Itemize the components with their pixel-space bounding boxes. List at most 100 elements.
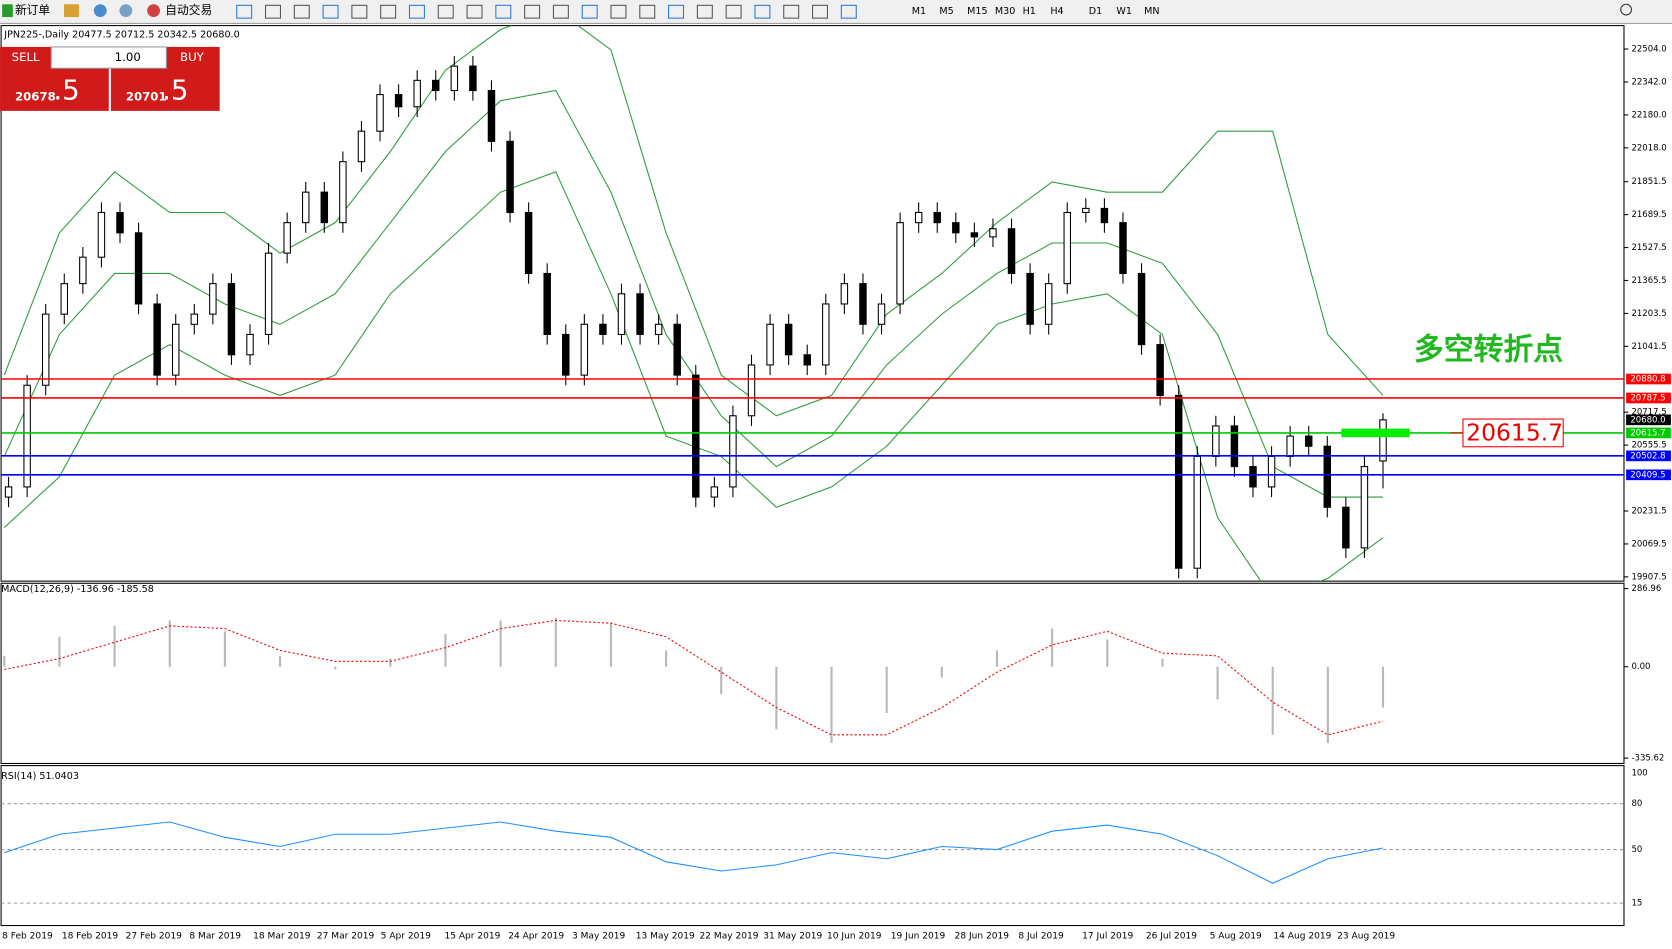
tool-icon[interactable] (64, 4, 79, 18)
tool-button[interactable] (610, 4, 627, 19)
auto-trade-icon[interactable] (147, 4, 160, 18)
level-label: 20502.8 (1630, 451, 1665, 461)
candle-body (413, 79, 421, 108)
tool-button[interactable] (581, 4, 598, 19)
candle-body (1174, 394, 1183, 569)
auto-trade[interactable]: 自动交易 (165, 3, 212, 17)
macd-bar (444, 634, 447, 667)
tool-button[interactable] (725, 4, 742, 19)
candle-body (1026, 272, 1034, 325)
candle-body (747, 364, 756, 417)
candle-body (394, 94, 403, 108)
tool-button[interactable] (495, 4, 512, 19)
y-tick-label: 21041.5 (1631, 342, 1666, 352)
level-tag (1626, 469, 1671, 481)
volume[interactable]: 1.00 (115, 50, 141, 64)
macd-bar (885, 666, 888, 714)
tool-button[interactable] (466, 4, 483, 19)
sell-button[interactable]: SELL (12, 50, 40, 64)
timeframe-button[interactable]: H1 (1023, 6, 1036, 17)
timeframe-button[interactable]: D1 (1089, 6, 1102, 17)
tool-button[interactable] (265, 4, 281, 19)
macd-bar (720, 666, 723, 694)
buy-button[interactable]: BUY (180, 50, 205, 64)
candle-body (840, 283, 849, 305)
y-tick-label: 22342.0 (1631, 77, 1666, 87)
level-tag (1626, 450, 1671, 462)
candle-body (1360, 466, 1369, 549)
macd-bar (1381, 666, 1385, 708)
new-order[interactable]: 新订单 (15, 3, 50, 17)
tool-button[interactable] (840, 4, 857, 19)
macd-bar (940, 666, 943, 678)
candle-body (339, 161, 347, 224)
y-tick-label: 21689.5 (1631, 210, 1666, 220)
buy-price: 20701 (126, 90, 167, 104)
tool-button[interactable] (754, 4, 771, 19)
tool-button[interactable] (236, 4, 253, 19)
new-order-icon[interactable] (2, 4, 13, 18)
x-tick-label: 5 Aug 2019 (1210, 932, 1262, 942)
macd-bar (223, 631, 226, 667)
candle-body (264, 252, 273, 335)
tool-button[interactable] (639, 4, 656, 19)
rsi-panel (0, 765, 1625, 927)
candle-body (469, 65, 477, 92)
rsi-tick-label: 50 (1631, 845, 1642, 855)
candle-body (1267, 455, 1276, 488)
tool-button[interactable] (783, 4, 800, 19)
tool-button[interactable] (351, 4, 368, 19)
tool-button[interactable] (437, 4, 454, 19)
candle-body (209, 283, 217, 315)
macd-bar (830, 666, 833, 743)
macd-bar (278, 655, 282, 667)
x-tick-label: 14 Aug 2019 (1273, 932, 1331, 942)
candle-body (692, 374, 700, 498)
timeframe-button[interactable]: M5 (939, 6, 953, 17)
macd-bar (554, 617, 557, 667)
bollinger-upper (3, 25, 1384, 417)
tool-button[interactable] (293, 4, 310, 19)
tool-button[interactable] (380, 4, 397, 19)
timeframe-button[interactable]: W1 (1116, 6, 1132, 17)
volume-input[interactable] (50, 46, 167, 69)
timeframe-button[interactable]: M1 (912, 6, 926, 17)
timeframe-button[interactable]: M30 (995, 6, 1015, 17)
candle-body (1342, 506, 1350, 549)
tool-button[interactable] (322, 4, 339, 19)
timeframe-button[interactable]: H4 (1050, 6, 1063, 17)
level-label: 20787.5 (1630, 393, 1665, 403)
candle-body (877, 303, 886, 325)
level-label: 20615.7 (1630, 428, 1665, 438)
macd-bar (609, 623, 612, 667)
x-tick-label: 23 Aug 2019 (1337, 932, 1395, 942)
main-panel (0, 25, 1625, 582)
x-tick-label: 27 Feb 2019 (126, 932, 183, 942)
candle-body (784, 323, 793, 356)
macd-bar (1271, 666, 1274, 735)
candle-body (320, 191, 329, 224)
tool-button[interactable] (408, 4, 425, 19)
current-price-tag (1626, 414, 1671, 426)
candle-body (1082, 207, 1090, 214)
level-tag (1626, 373, 1671, 385)
candle-body (506, 140, 514, 214)
tool-button[interactable] (552, 4, 569, 19)
timeframe-button[interactable]: MN (1144, 6, 1159, 17)
candle-body (1286, 435, 1294, 457)
macd-bar (1216, 666, 1219, 700)
candle-body (60, 283, 69, 315)
timeframe-button[interactable]: M15 (967, 6, 987, 17)
x-tick-label: 27 Mar 2019 (317, 932, 375, 942)
tool-button[interactable] (696, 4, 713, 19)
tool-button[interactable] (524, 4, 541, 19)
candle-body (710, 486, 719, 498)
y-tick-label: 20717.5 (1631, 408, 1666, 418)
annotation-title: 多空转折点 (1414, 332, 1563, 367)
candle-body (116, 211, 124, 234)
search-icon[interactable] (1620, 3, 1632, 16)
tool-icon[interactable] (119, 4, 133, 18)
tool-button[interactable] (668, 4, 685, 19)
tool-icon[interactable] (93, 4, 107, 18)
tool-button[interactable] (812, 4, 829, 19)
